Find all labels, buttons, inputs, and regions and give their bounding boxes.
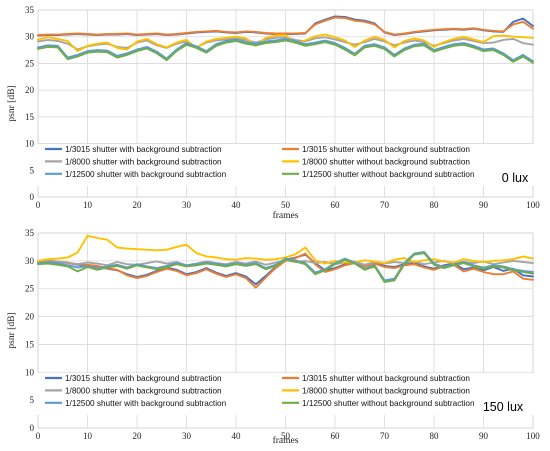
y-tick-label: 25 xyxy=(25,58,35,68)
y-axis-title: psnr [dB] xyxy=(7,312,17,348)
x-tick-label: 70 xyxy=(380,200,390,210)
y-tick-label: 5 xyxy=(30,165,35,175)
legend-label: 1/12500 shutter without background subtr… xyxy=(302,399,475,408)
legend-label: 1/3015 shutter without background subtra… xyxy=(302,374,470,383)
legend-box xyxy=(37,144,534,186)
legend-label: 1/8000 shutter without background subtra… xyxy=(302,386,470,395)
x-tick-label: 70 xyxy=(380,431,390,441)
series-line-5 xyxy=(37,252,534,283)
x-tick-label: 20 xyxy=(133,200,143,210)
x-tick-label: 40 xyxy=(232,431,242,441)
series-line-5 xyxy=(37,39,534,64)
legend-label: 1/8000 shutter with background subtracti… xyxy=(65,386,222,395)
y-tick-label: 35 xyxy=(25,228,35,238)
x-tick-label: 30 xyxy=(182,431,192,441)
y-tick-label: 35 xyxy=(25,5,35,15)
x-axis-title: frames xyxy=(273,210,299,221)
x-tick-label: 0 xyxy=(36,431,41,441)
series-line-3 xyxy=(37,33,534,53)
y-tick-label: 15 xyxy=(25,339,35,349)
legend-label: 1/12500 shutter with background subtract… xyxy=(65,399,227,408)
y-axis-title: psnr [dB] xyxy=(7,85,17,121)
series-line-4 xyxy=(37,250,534,282)
y-tick-label: 30 xyxy=(25,32,35,42)
x-tick-label: 100 xyxy=(526,200,540,210)
y-tick-label: 20 xyxy=(25,312,35,322)
x-tick-label: 80 xyxy=(430,431,440,441)
y-tick-label: 0 xyxy=(30,423,35,433)
x-tick-label: 80 xyxy=(430,200,440,210)
x-tick-label: 90 xyxy=(479,200,489,210)
y-tick-label: 5 xyxy=(30,395,35,405)
lux-annotation: 0 lux xyxy=(502,171,529,185)
x-tick-label: 20 xyxy=(133,431,143,441)
y-tick-label: 30 xyxy=(25,256,35,266)
x-tick-label: 0 xyxy=(36,200,41,210)
legend-label: 1/8000 shutter without background subtra… xyxy=(302,157,470,166)
x-tick-label: 40 xyxy=(232,200,242,210)
legend-label: 1/3015 shutter without background subtra… xyxy=(302,145,470,154)
series-line-4 xyxy=(37,37,534,63)
legend-label: 1/3015 shutter with background subtracti… xyxy=(65,374,222,383)
series-line-2 xyxy=(37,36,534,51)
legend-label: 1/8000 shutter with background subtracti… xyxy=(65,157,222,166)
y-tick-label: 25 xyxy=(25,284,35,294)
x-tick-label: 50 xyxy=(281,200,291,210)
y-tick-label: 0 xyxy=(30,192,35,202)
x-tick-label: 60 xyxy=(331,200,341,210)
legend-label: 1/12500 shutter with background subtract… xyxy=(65,170,227,179)
y-tick-label: 10 xyxy=(25,139,35,149)
y-tick-label: 20 xyxy=(25,85,35,95)
x-tick-label: 10 xyxy=(83,200,93,210)
x-tick-label: 90 xyxy=(479,431,489,441)
x-tick-label: 30 xyxy=(182,200,192,210)
legend-label: 1/3015 shutter with background subtracti… xyxy=(65,145,222,154)
series-line-3 xyxy=(37,234,534,265)
legend-label: 1/12500 shutter without background subtr… xyxy=(302,170,475,179)
lux-annotation: 150 lux xyxy=(483,400,524,414)
x-tick-label: 50 xyxy=(281,431,291,441)
x-axis-title: frames xyxy=(273,435,299,446)
x-tick-label: 10 xyxy=(83,431,93,441)
y-tick-label: 15 xyxy=(25,112,35,122)
chart-150-lux: 0 5 10 15 20 25 30 35 0 10 20 30 40 50 60 70 80 90 100 fram… xyxy=(7,228,540,446)
x-tick-label: 60 xyxy=(331,431,341,441)
chart-0-lux: 0 5 10 15 20 25 30 35 0 10 20 30 40 50 60 70 80 90 100 fram… xyxy=(7,5,540,221)
series-line-1 xyxy=(37,16,534,37)
y-tick-label: 10 xyxy=(25,367,35,377)
x-tick-label: 100 xyxy=(526,431,540,441)
legend-box xyxy=(37,373,534,415)
